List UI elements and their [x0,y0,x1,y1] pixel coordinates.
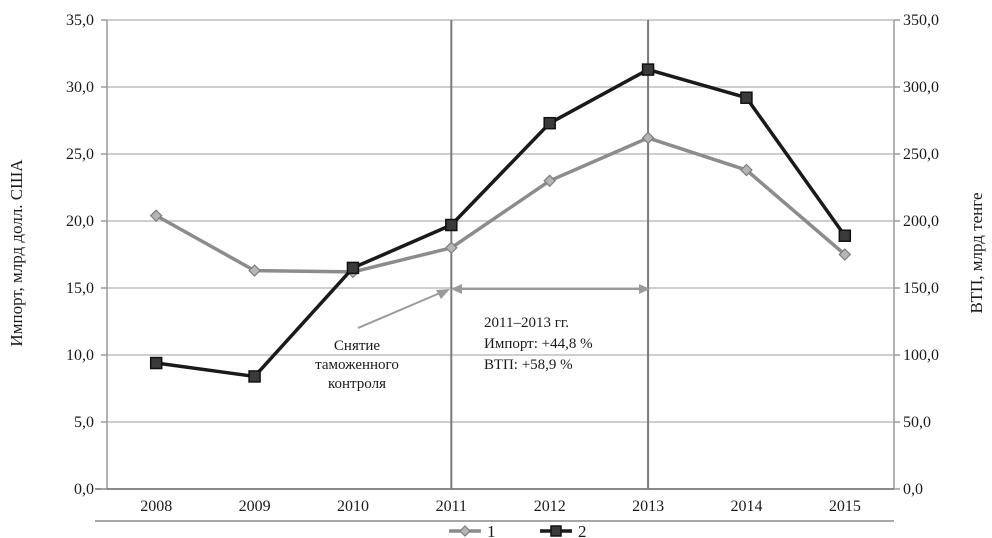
data-point-series-2 [641,63,655,76]
y-tick-label: 25,0 [66,146,94,163]
y2-axis-ticks: 0,0 50,0 100,0 150,0 200,0 250,0 300,0 350,0 [894,12,939,498]
y-axis-ticks: 0,0 5,0 10,0 15,0 20,0 25,0 30,0 35,0 [66,12,107,498]
x-tick-label: 2014 [730,498,762,515]
axes [95,20,895,522]
gridlines [107,19,894,490]
legend-label: 2 [578,522,587,538]
removal-arrow-head [436,289,450,299]
x-tick-label: 2012 [534,498,566,515]
removal-annotation-line: контроля [328,376,386,392]
y2-tick-label: 200,0 [903,213,939,230]
series-layer [149,63,852,383]
y2-tick-label: 250,0 [903,146,939,163]
annotations: Снятие таможенного контроля 2011–2013 гг. И… [315,284,650,392]
period-arrow-left-head [451,284,462,294]
x-tick-label: 2011 [436,498,467,515]
period-arrow-right-head [639,284,650,294]
legend-label: 1 [487,522,496,538]
removal-annotation-line: Снятие [334,338,381,354]
data-point-series-2 [149,356,163,370]
y-tick-label: 30,0 [66,79,94,96]
y-tick-label: 20,0 [66,213,94,230]
data-point-series-1 [149,209,163,222]
vertical-marker-lines [450,20,650,489]
x-tick-label: 2008 [140,498,172,515]
y-tick-label: 5,0 [74,414,94,431]
data-point-series-2 [838,229,852,242]
legend-swatch-marker [459,525,471,537]
x-axis-ticks: 2008 2009 2010 2011 2012 2013 2014 2015 [140,498,861,515]
y-tick-label: 35,0 [66,12,94,29]
removal-annotation-line: таможенного [315,357,399,373]
data-point-series-1 [740,163,753,177]
y2-tick-label: 350,0 [903,12,939,29]
data-point-series-1 [444,241,458,255]
data-point-series-2 [346,261,360,275]
data-point-series-1 [248,264,261,277]
period-annotation-line: Импорт: +44,8 % [484,336,593,352]
y-tick-label: 10,0 [66,347,94,364]
y2-tick-label: 50,0 [903,414,931,431]
y2-axis-title: ВТП, млрд тенге [967,192,986,313]
y2-tick-label: 100,0 [903,347,939,364]
period-annotation-line: 2011–2013 гг. [484,315,569,331]
removal-annotation: Снятие таможенного контроля [315,338,399,392]
removal-arrow-line [357,292,441,329]
data-point-series-2 [445,218,458,232]
x-tick-label: 2013 [632,498,664,515]
x-tick-label: 2009 [239,498,271,515]
y2-tick-label: 0,0 [903,481,923,498]
period-annotation: 2011–2013 гг. Импорт: +44,8 % ВТП: +58,9 % [484,315,593,373]
data-point-series-1 [838,248,852,261]
y-axis-title: Импорт, млрд долл. США [7,159,26,347]
y2-tick-label: 150,0 [903,280,939,297]
x-tick-label: 2010 [337,498,369,515]
x-tick-label: 2015 [829,498,861,515]
data-point-series-1 [543,174,557,188]
period-annotation-line: ВТП: +58,9 % [484,357,573,373]
data-point-series-2 [248,370,261,383]
y-tick-label: 15,0 [66,280,94,297]
data-point-series-2 [740,91,753,104]
y-tick-label: 0,0 [74,481,94,498]
series-line-1 [155,136,846,274]
data-point-series-1 [641,131,655,145]
data-point-series-2 [543,116,556,130]
y2-tick-label: 300,0 [903,79,939,96]
series-line-2 [155,67,847,379]
legend-swatch-marker [550,525,562,537]
